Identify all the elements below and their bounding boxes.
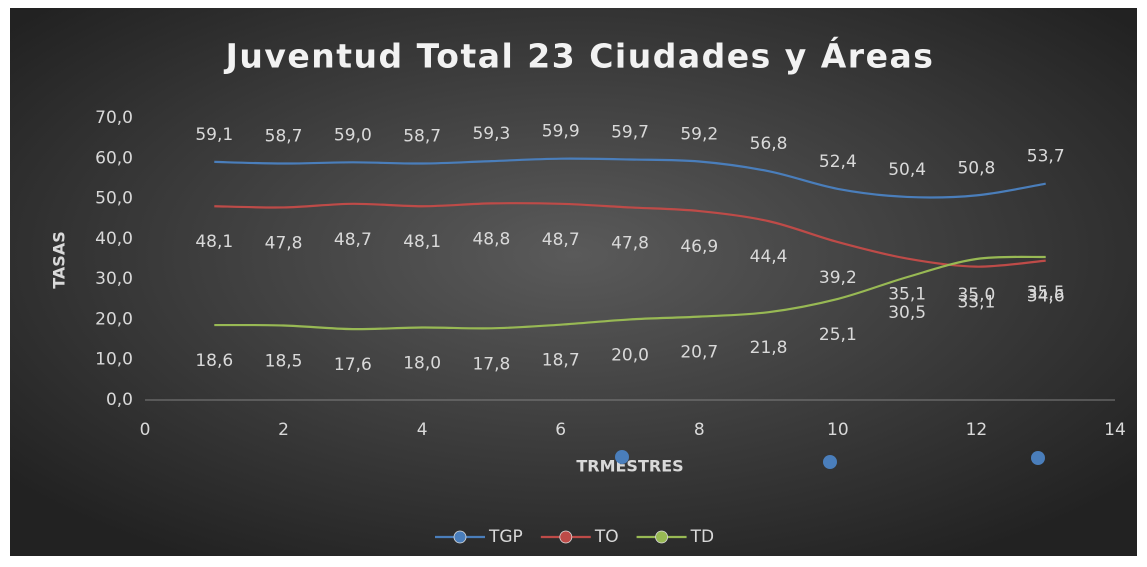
data-label: 35,1	[888, 285, 926, 305]
data-label: 18,7	[542, 351, 580, 371]
series-line	[214, 157, 1046, 199]
data-label: 48,1	[403, 232, 441, 252]
data-label: 50,8	[957, 158, 995, 178]
data-label: 30,5	[888, 303, 926, 323]
x-axis-title: TRMESTRES	[576, 457, 683, 476]
decoration-dot	[823, 455, 837, 469]
data-label: 59,1	[195, 125, 233, 145]
data-label: 20,7	[680, 343, 718, 363]
y-axis-title: TASAS	[50, 231, 69, 288]
y-tick-label: 70,0	[95, 108, 133, 128]
series-line	[214, 255, 1046, 331]
data-label: 20,0	[611, 345, 649, 365]
data-label: 34,6	[1027, 287, 1065, 307]
legend-marker	[453, 530, 467, 544]
x-tick-label: 2	[278, 420, 289, 440]
y-tick-label: 30,0	[95, 269, 133, 289]
data-label: 52,4	[819, 152, 857, 172]
data-label: 48,7	[542, 230, 580, 250]
data-label: 59,0	[334, 125, 372, 145]
y-tick-label: 10,0	[95, 350, 133, 370]
data-label: 58,7	[265, 127, 303, 147]
data-label: 33,1	[957, 293, 995, 313]
x-tick-label: 10	[827, 420, 849, 440]
x-tick-label: 8	[694, 420, 705, 440]
data-label: 48,7	[334, 230, 372, 250]
legend-label: TD	[690, 527, 714, 547]
data-label: 17,8	[472, 354, 510, 374]
y-tick-label: 60,0	[95, 148, 133, 168]
x-tick-label: 12	[966, 420, 988, 440]
data-label: 35,5	[1027, 283, 1065, 303]
data-label: 25,1	[819, 325, 857, 345]
y-tick-label: 0,0	[106, 390, 133, 410]
data-label: 56,8	[750, 134, 788, 154]
data-label: 50,4	[888, 160, 926, 180]
chart-background	[10, 8, 1137, 556]
data-label: 59,3	[472, 124, 510, 144]
x-tick-label: 4	[417, 420, 428, 440]
data-label: 58,7	[403, 127, 441, 147]
data-label: 18,6	[195, 351, 233, 371]
data-label: 59,9	[542, 122, 580, 142]
y-tick-label: 50,0	[95, 189, 133, 209]
decoration-dot	[615, 450, 629, 464]
data-label: 35,0	[957, 285, 995, 305]
y-tick-label: 20,0	[95, 309, 133, 329]
data-label: 39,2	[819, 268, 857, 288]
data-label: 47,8	[611, 233, 649, 253]
data-label: 17,6	[334, 355, 372, 375]
data-label: 21,8	[750, 338, 788, 358]
chart-title: Juventud Total 23 Ciudades y Áreas	[224, 36, 935, 76]
legend-marker	[655, 530, 668, 544]
x-tick-label: 0	[140, 420, 151, 440]
x-tick-label: 6	[555, 420, 566, 440]
y-tick-label: 40,0	[95, 229, 133, 249]
legend-label: TO	[594, 527, 619, 547]
legend-label: TGP	[488, 527, 523, 547]
data-label: 59,2	[680, 125, 718, 145]
data-label: 18,5	[265, 351, 303, 371]
decoration-dot	[1031, 451, 1045, 465]
legend-marker	[559, 530, 573, 544]
data-label: 53,7	[1027, 147, 1065, 167]
data-label: 48,1	[195, 232, 233, 252]
data-label: 46,9	[680, 237, 718, 257]
x-tick-label: 14	[1104, 420, 1126, 440]
data-label: 59,7	[611, 122, 649, 142]
data-label: 48,8	[472, 229, 510, 249]
data-label: 18,0	[403, 353, 441, 373]
data-label: 44,4	[750, 247, 788, 267]
series-line	[214, 202, 1046, 268]
data-label: 47,8	[265, 233, 303, 253]
